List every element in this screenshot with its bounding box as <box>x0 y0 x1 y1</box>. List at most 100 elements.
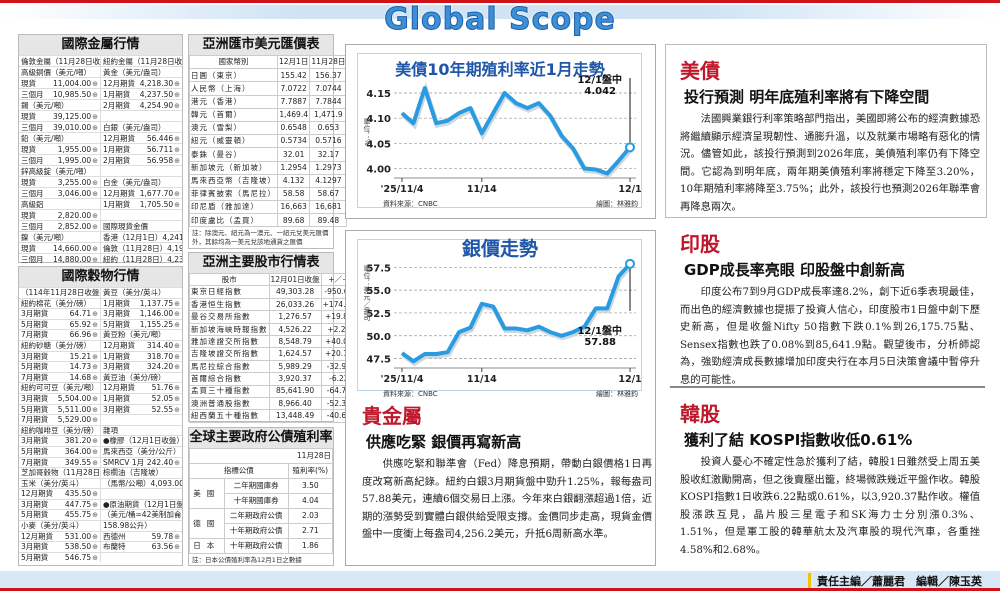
row-label: 158.98公升） <box>103 521 152 531</box>
row-label: 7月期貨 <box>21 415 49 425</box>
row-label: 紐約砂糖（美分/磅） <box>21 340 92 350</box>
row-label: 2月期貨 <box>103 156 131 165</box>
row-value: 531.00 <box>65 532 98 542</box>
table-cell: 印尼盾（雅加達） <box>189 200 278 215</box>
table-cell: 3月期貨 447.75 <box>19 500 100 510</box>
row-label: 三個月 <box>21 222 44 231</box>
row-label: 3月期貨 <box>103 309 131 319</box>
table-cell: 玉米（美分/英斗） <box>19 479 100 489</box>
row-label: 3月期貨 <box>21 499 49 509</box>
table-row: 澳元（雪梨） 0.6548 0.653 <box>189 120 348 136</box>
table-row: 5月期貨 364.00 馬來西亞（美分/公斤） <box>19 445 182 457</box>
table-cell <box>100 415 182 425</box>
row-value: 5,504.00 <box>58 394 98 404</box>
row-value: 349.55 <box>65 458 98 468</box>
column-header: 殖利率(%) <box>287 463 334 479</box>
table-cell: 12月期貨 4,218.30 <box>100 78 182 88</box>
row-label: ●原油期貨（12月1日盤中） <box>103 499 182 509</box>
row-label: 黃豆油（美分/磅） <box>103 372 166 382</box>
table-cell: 新加坡海峽時報指數 <box>189 322 270 336</box>
table-cell: 小麥（美分/英斗） <box>19 521 100 531</box>
treasury-chart-box <box>345 44 656 219</box>
article-metals: 貴金屬 供應吃緊 銀價再寫新高 供應吃緊和聯準會（Fed）降息預期，帶動白銀價格… <box>362 400 652 544</box>
fx-table: 亞洲匯市美元匯價表 國家幣別 12月1日 11月28日 日圓（東京） 155.42 156… <box>188 34 348 249</box>
table-cell: 現貨 3,255.00 <box>19 177 100 187</box>
table-cell: 3月期貨 5,504.00 <box>19 394 100 404</box>
table-row: 玉米（美分/英斗） （馬幣/公噸） 4,093.00 <box>19 477 182 489</box>
row-label: 現貨 <box>21 112 36 121</box>
table-row: 12月期貨 435.50 <box>19 488 182 499</box>
table-cell: 5,989.29 <box>268 359 322 374</box>
y-axis-label: 單位：美元／盎司 <box>363 265 371 321</box>
table-row: 韓元（首爾） 1,469.4 1,471.9 <box>189 107 348 122</box>
row-label: 7月期貨 <box>21 457 49 467</box>
row-value: 3,255.00 <box>58 177 98 187</box>
row-value: 1,955.00 <box>58 144 98 154</box>
table-cell: 5月期貨 1,155.25 <box>100 319 182 330</box>
headline: 投行預測 明年底殖利率將有下降空間 <box>684 88 930 106</box>
row-value: 364.00 <box>65 447 98 457</box>
row-label: 香港（12月1日） <box>103 233 163 242</box>
top-rule <box>0 0 1000 3</box>
row-value: 1,705.50 <box>140 199 180 209</box>
table-cell: 印度盧比（孟買） <box>189 213 278 228</box>
table-row: 印尼盾（雅加達） 16,663 16,681 <box>189 200 348 215</box>
row-value: 14,660.00 <box>53 243 98 253</box>
x-tick-label: '25/11/4 <box>381 374 424 385</box>
table-row: 十年期國庫券 4.04 <box>190 493 334 509</box>
fx-note: 註：除澳元、紐元為一澳元、一紐元兌美元匯價外，其餘均為一美元兌該地通貨之匯價 <box>192 229 329 246</box>
row-value: 66.96 <box>70 330 98 340</box>
source-note: 資料來源：CNBC <box>383 389 438 398</box>
table-cell: 馬尼拉綜合指數 <box>189 359 270 374</box>
editor-credit: 責任主編／蕭麗君 編輯／陳玉英 <box>808 573 982 589</box>
table-row: 現貨 11,004.00 12月期貨 4,218.30 <box>19 77 182 88</box>
row-label: 紐約金屬（11月28日收盤） <box>103 57 182 66</box>
table-cell: 58.58 <box>276 186 311 202</box>
table-cell: 香港（12月1日）4,241.25 <box>100 232 182 242</box>
row-value: 39,010.00 <box>53 122 98 132</box>
row-label: 1月期貨 <box>103 200 131 209</box>
table-cell: 現貨 2,820.00 <box>19 210 100 220</box>
graphic-credit: 繪圖：林雅鈞 <box>596 199 638 208</box>
table-row: 紐約砂糖（美分/磅） 12月期貨 314.40 <box>19 339 182 351</box>
table-cell: 0.6548 <box>276 120 311 136</box>
table-cell: 1,469.4 <box>276 107 311 122</box>
table-cell: （美元/桶=42美制加侖， <box>100 510 182 521</box>
table-row: 曼谷交易所指數 1,276.57 +19.88 <box>189 310 358 324</box>
table-cell: 49,303.28 <box>268 285 322 299</box>
bond-name: 二年期政府公債 <box>223 508 289 524</box>
row-value: 51.76 <box>152 383 180 393</box>
row-value: 4,254.90 <box>140 100 180 110</box>
row-label: 1月期貨 <box>103 90 131 99</box>
row-label: 三個月 <box>21 123 44 132</box>
row-label: 2月期貨 <box>103 101 131 110</box>
table-cell: 4,526.22 <box>268 322 322 336</box>
row-value: 1,155.25 <box>140 320 180 330</box>
table-cell: 倫敦金屬（11月28日收盤） <box>19 56 100 66</box>
table-cell: 7.0744 <box>309 81 348 96</box>
table-cell: 紐約（11月28日）4,236.00 <box>100 254 182 264</box>
header-row: 國家幣別 12月1日 11月28日 <box>189 54 348 70</box>
table-cell: 黃豆油（美分/磅） <box>100 372 182 383</box>
header-row: 指標公債 殖利率(%) <box>189 463 334 479</box>
row-label: （美元/桶=42美制加侖， <box>103 510 182 520</box>
table-cell <box>100 210 182 220</box>
table-row: 新加坡元（新加坡） 1.2954 1.2973 <box>189 160 348 175</box>
row-value: 15.21 <box>70 352 98 362</box>
row-value: 4,218.30 <box>140 78 180 88</box>
row-value: 447.75 <box>65 500 98 510</box>
table-row: 三個月 39,010.00 白銀（美元/盎司） <box>19 121 182 132</box>
table-row: 3月期貨 5,504.00 1月期貨 52.05 <box>19 392 182 404</box>
table-cell: 16,663 <box>276 200 311 215</box>
table-row: 三個月 10,985.50 1月期貨 4,237.50 <box>19 88 182 99</box>
table-cell: 曼谷交易所指數 <box>189 310 270 324</box>
row-label: 三個月 <box>21 189 44 198</box>
table-cell: 158.98公升） <box>100 521 182 531</box>
row-value: 1,677.70 <box>140 188 180 198</box>
row-label: 三個月 <box>21 255 44 264</box>
latest-point-marker <box>625 258 635 269</box>
row-label: （馬幣/公噸） <box>103 478 151 488</box>
row-label: 西德州 <box>103 531 126 541</box>
table-cell: 泰銖（曼谷） <box>189 147 278 162</box>
